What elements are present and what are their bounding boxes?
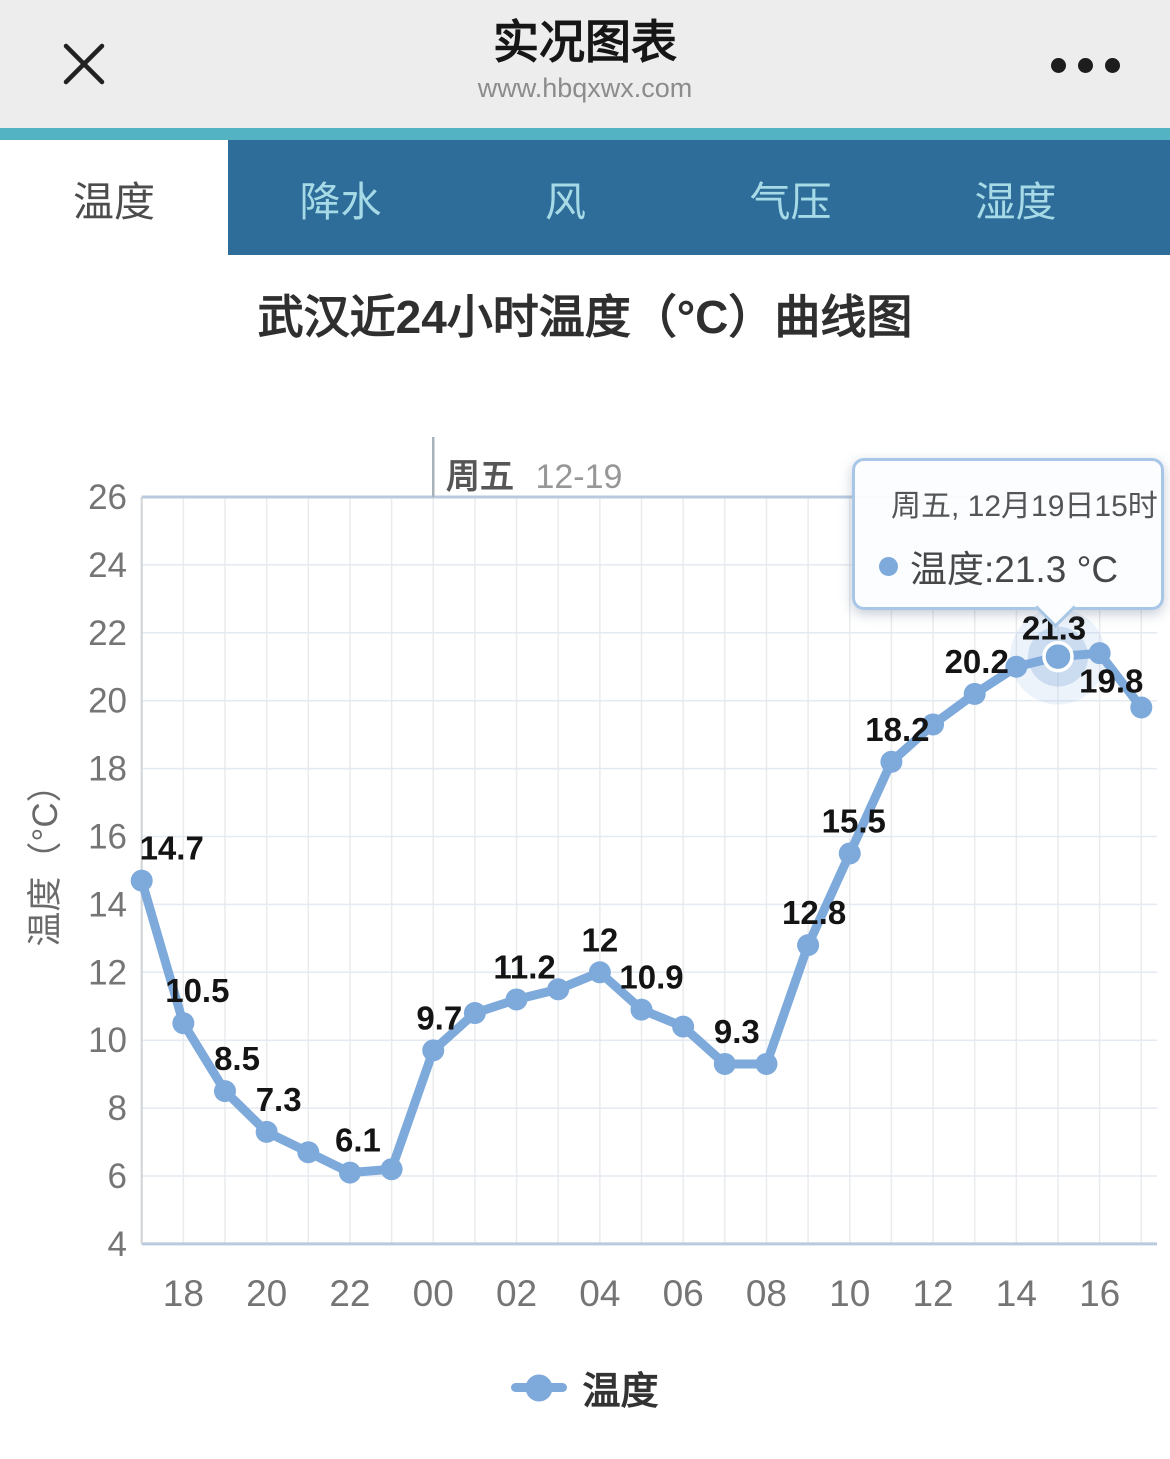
data-point-19-12h[interactable] — [922, 713, 945, 736]
point-label: 14.7 — [140, 830, 204, 867]
axis-labels: 26 24 22 20 18 16 14 12 10 8 6 4 18 20 22 00 02 04 06 08 10 1… — [26, 478, 1120, 1314]
svg-text:10: 10 — [829, 1273, 870, 1314]
svg-text:12: 12 — [88, 953, 127, 992]
svg-text:8: 8 — [108, 1089, 127, 1128]
tooltip-series-dot-icon — [879, 556, 898, 576]
data-point-16-09h[interactable] — [797, 934, 820, 957]
svg-text:10: 10 — [88, 1021, 127, 1060]
svg-text:20: 20 — [246, 1273, 287, 1314]
day-marker-label: 周五 12-19 — [446, 449, 622, 498]
data-point-2-19h[interactable] — [214, 1080, 236, 1103]
more-dots-icon — [1105, 58, 1120, 73]
data-point-15-08h[interactable] — [755, 1052, 778, 1075]
svg-text:16: 16 — [88, 818, 127, 857]
chart-canvas[interactable]: 26 24 22 20 18 16 14 12 10 8 6 4 18 20 22 00 02 04 06 08 10 1… — [0, 420, 1170, 1320]
data-point-14-07h[interactable] — [713, 1052, 736, 1075]
svg-text:12: 12 — [912, 1273, 953, 1314]
svg-text:02: 02 — [496, 1273, 537, 1314]
tab-wind[interactable]: 风 — [545, 178, 586, 225]
svg-text:14: 14 — [996, 1273, 1037, 1314]
svg-text:4: 4 — [108, 1225, 127, 1264]
data-point-9-02h[interactable] — [505, 988, 528, 1011]
y-axis-title: 温度（°C） — [26, 767, 65, 946]
day-marker-date: 12-19 — [535, 458, 623, 496]
data-point-3-20h[interactable] — [255, 1120, 278, 1143]
point-label: 19.8 — [1079, 662, 1143, 699]
tooltip-datetime: 周五, 12月19日15时 — [891, 490, 1158, 523]
svg-text:18: 18 — [163, 1273, 204, 1314]
point-label: 12.8 — [782, 894, 846, 931]
tab-humidity[interactable]: 湿度 — [974, 178, 1057, 225]
svg-text:20: 20 — [88, 682, 127, 721]
point-label: 6.1 — [335, 1122, 381, 1159]
data-point-5-22h[interactable] — [338, 1161, 361, 1184]
point-label: 11.2 — [493, 948, 555, 985]
svg-text:22: 22 — [88, 614, 127, 653]
svg-text:14: 14 — [88, 885, 127, 924]
data-point-21-14h[interactable] — [1005, 655, 1028, 678]
data-point-6-23h[interactable] — [380, 1158, 403, 1181]
tooltip-value: 温度:21.3 °C — [910, 549, 1119, 590]
window-title: 实况图表 — [493, 16, 677, 68]
legend-label: 温度 — [582, 1371, 659, 1413]
data-point-12-05h[interactable] — [630, 998, 653, 1021]
data-point-8-01h[interactable] — [463, 1002, 486, 1025]
chart-tooltip: 周五, 12月19日15时 温度:21.3 °C — [852, 458, 1164, 629]
data-point-13-06h[interactable] — [672, 1015, 695, 1038]
legend[interactable]: 温度 — [0, 1360, 1170, 1415]
tab-precipitation[interactable]: 降水 — [299, 178, 382, 225]
data-point-10-03h[interactable] — [547, 978, 570, 1001]
data-point-17-10h[interactable] — [838, 842, 861, 865]
close-icon — [63, 43, 105, 85]
tab-bar: 温度 降水 风 气压 湿度 — [0, 140, 1170, 255]
data-point-20-13h[interactable] — [963, 682, 986, 705]
svg-text:06: 06 — [663, 1273, 704, 1314]
point-label: 12 — [581, 921, 618, 958]
point-label: 9.3 — [714, 1013, 760, 1050]
data-point-11-04h[interactable] — [588, 961, 611, 984]
data-point-1-18h[interactable] — [172, 1012, 195, 1035]
svg-text:16: 16 — [1079, 1273, 1120, 1314]
svg-text:26: 26 — [88, 478, 127, 517]
tabbar-accent-strip — [0, 128, 1170, 140]
data-point-7-00h[interactable] — [422, 1039, 445, 1062]
temperature-series — [130, 608, 1153, 1184]
svg-text:00: 00 — [413, 1273, 454, 1314]
chart-title: 武汉近24小时温度（°C）曲线图 — [257, 291, 913, 343]
svg-text:18: 18 — [88, 750, 127, 789]
close-button[interactable] — [56, 36, 112, 92]
more-dots-icon — [1051, 58, 1066, 73]
svg-text:08: 08 — [746, 1273, 787, 1314]
svg-text:22: 22 — [329, 1273, 370, 1314]
point-label: 20.2 — [945, 643, 1009, 680]
point-label: 8.5 — [214, 1040, 260, 1077]
point-label: 9.7 — [416, 999, 462, 1036]
legend-line-marker-icon — [511, 1383, 568, 1392]
day-marker-day: 周五 — [446, 458, 514, 496]
svg-text:24: 24 — [88, 546, 127, 585]
data-point-24-17h[interactable] — [1130, 696, 1153, 719]
point-label: 10.9 — [619, 959, 683, 996]
data-point-0-17h[interactable] — [130, 869, 153, 892]
point-label: 10.5 — [165, 972, 229, 1009]
more-dots-icon — [1078, 58, 1093, 73]
point-label: 18.2 — [865, 711, 929, 748]
point-label: 15.5 — [822, 802, 886, 839]
window-url: www.hbqxwx.com — [477, 73, 693, 103]
data-point-23-16h[interactable] — [1088, 642, 1111, 665]
data-point-22-15h[interactable] — [1042, 640, 1074, 673]
point-label: 7.3 — [256, 1081, 302, 1118]
more-menu-button[interactable] — [1051, 58, 1120, 73]
svg-text:6: 6 — [108, 1157, 127, 1196]
data-point-4-21h[interactable] — [297, 1141, 320, 1164]
wechat-header: 实况图表 www.hbqxwx.com — [0, 0, 1170, 128]
tab-pressure[interactable]: 气压 — [749, 178, 832, 225]
data-point-18-11h[interactable] — [880, 750, 903, 773]
tab-temperature[interactable]: 温度 — [0, 140, 228, 255]
svg-text:04: 04 — [579, 1273, 620, 1314]
